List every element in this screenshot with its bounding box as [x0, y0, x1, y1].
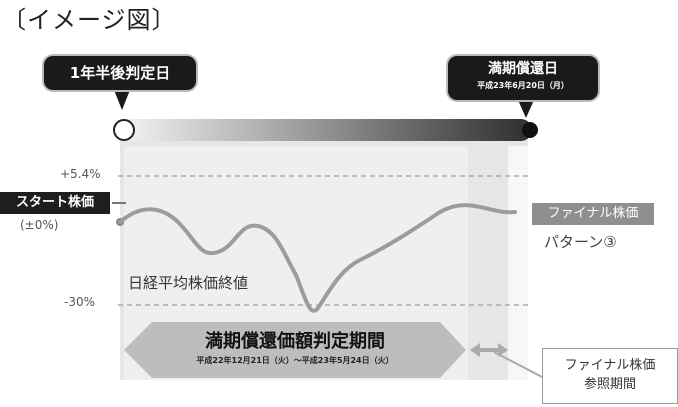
period-band [124, 322, 466, 378]
maturity-title: 満期償還日 [488, 61, 558, 77]
time-bar [118, 119, 532, 141]
start-price-sub: (±0%) [20, 218, 59, 232]
pattern-label: パターン③ [544, 233, 617, 251]
reference-period-box: ファイナル株価 参照期間 [542, 348, 678, 404]
maturity-date: 平成23年6月20日（月） [477, 81, 569, 90]
callout-left-pointer [114, 90, 130, 110]
reference-line1: ファイナル株価 [564, 358, 656, 373]
reference-arrow [470, 343, 508, 357]
callout-maturity: 満期償還日 平成23年6月20日（月） [448, 56, 598, 100]
callout-one-and-half-year: 1年半後判定日 [44, 56, 196, 90]
nikkei-label: 日経平均株価終値 [128, 274, 249, 292]
nikkei-curve [118, 203, 517, 313]
reference-pointer [493, 351, 545, 379]
start-marker [113, 119, 135, 141]
end-marker [522, 122, 538, 138]
final-price-label: ファイナル株価 [532, 203, 654, 225]
callout-right-pointer [518, 100, 534, 118]
lower-threshold-label: -30% [64, 295, 96, 309]
figure-caption: 〔イメージ図〕 [2, 6, 177, 34]
period-title: 満期償還価額判定期間 [205, 331, 385, 352]
start-price-label: スタート株価 [0, 192, 110, 214]
upper-threshold-label: +5.4% [60, 167, 101, 181]
period-dates: 平成22年12月21日（火）～平成23年5月24日（火） [196, 356, 394, 365]
reference-panel [508, 146, 528, 380]
reference-line2: 参照期間 [583, 377, 636, 392]
